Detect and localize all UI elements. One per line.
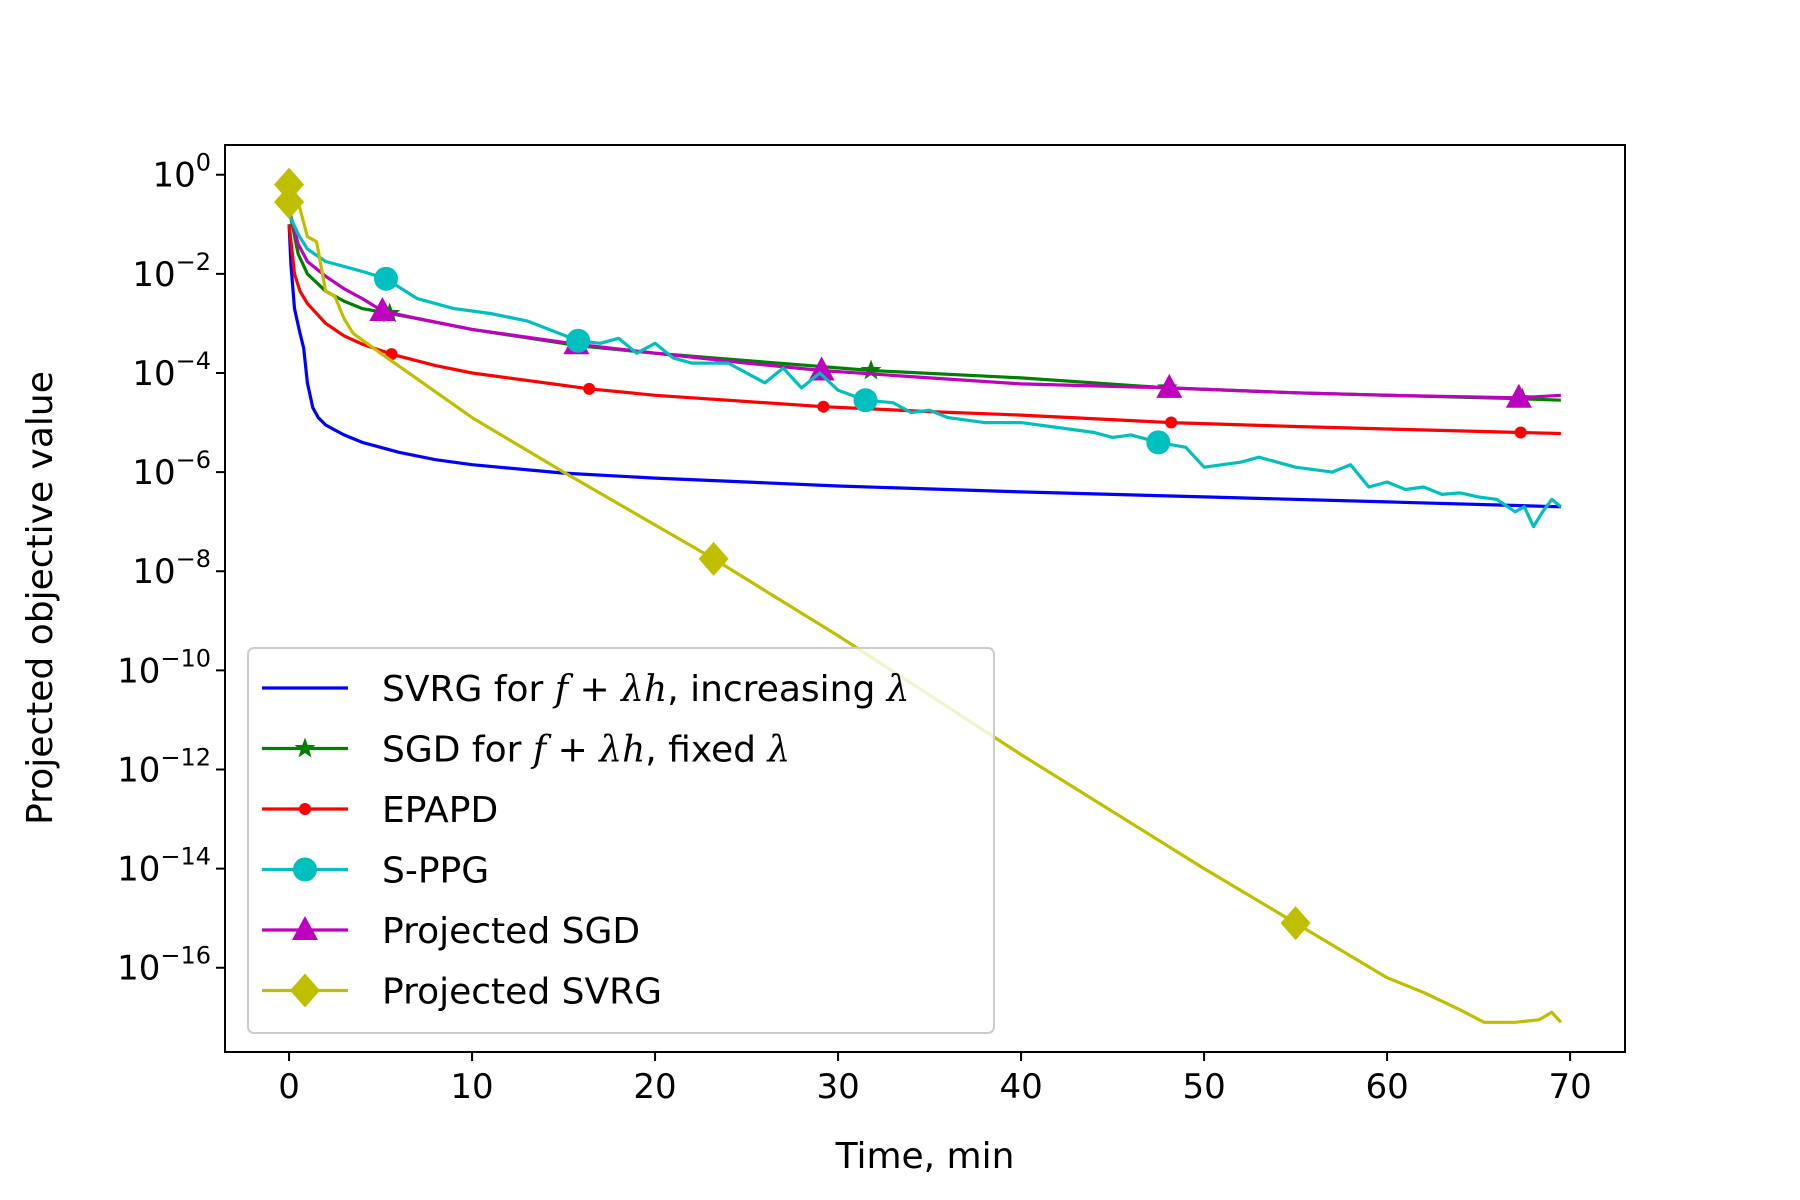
legend-marker — [294, 737, 316, 758]
legend: SVRG for f + λh, increasing λ SGD for f +… — [247, 647, 995, 1034]
y-axis-label: Projected objective value — [20, 371, 61, 825]
data-point — [808, 356, 835, 381]
series-line — [287, 224, 1561, 436]
series-line — [287, 186, 1563, 1024]
legend-marker — [299, 803, 311, 815]
x-tick-label: 20 — [633, 1067, 676, 1107]
data-point — [583, 382, 596, 395]
legend-entry-1: SVRG for f + λh, increasing λ — [262, 669, 910, 710]
data-point — [817, 400, 830, 413]
series-line — [287, 224, 1561, 509]
legend-label: EPAPD — [382, 790, 498, 831]
y-tick-label: 100 — [152, 149, 211, 196]
y-tick-label: 10−8 — [132, 545, 211, 592]
legend-entry-3: EPAPD — [262, 790, 498, 831]
plot-frame — [224, 144, 1626, 1053]
y-tick-label: 10−12 — [117, 743, 211, 790]
legend-entry-6: Projected SVRG — [262, 972, 662, 1013]
x-axis-label: Time, min — [835, 1136, 1015, 1177]
series-line — [287, 208, 1561, 400]
data-point — [853, 388, 878, 413]
y-tick-label: 10−16 — [117, 942, 211, 989]
x-tick-label: 0 — [278, 1067, 300, 1107]
x-tick-label: 40 — [999, 1067, 1042, 1107]
legend-marker — [292, 916, 318, 940]
data-point — [1514, 426, 1527, 439]
x-tick-label: 30 — [816, 1067, 859, 1107]
legend-label: SVRG for f + λh, increasing λ — [382, 669, 910, 710]
y-tick-label: 10−6 — [132, 446, 211, 493]
y-tick-label: 10−14 — [117, 843, 211, 890]
data-point — [698, 541, 729, 576]
legend-marker — [290, 973, 320, 1008]
y-tick-label: 10−2 — [132, 248, 211, 295]
legend-label: Projected SGD — [382, 911, 640, 952]
legend-entry-5: Projected SGD — [262, 911, 640, 952]
y-tick-label: 10−10 — [117, 644, 211, 691]
legend-entry-2: SGD for f + λh, fixed λ — [262, 730, 790, 771]
y-axis-ticks: 100 10−2 10−4 10−6 10−8 10−10 10−12 10−14 10−16 — [117, 149, 225, 989]
data-point — [860, 359, 882, 380]
x-axis-ticks: 0 10 20 30 40 50 60 70 — [278, 1052, 1592, 1107]
data-point — [1505, 383, 1532, 408]
data-point — [1156, 373, 1183, 398]
data-point — [1165, 416, 1178, 429]
data-point — [274, 167, 305, 202]
data-point — [374, 266, 399, 291]
data-point — [1146, 430, 1171, 455]
data-point — [1280, 906, 1311, 941]
x-tick-label: 60 — [1365, 1067, 1408, 1107]
series-3 — [287, 224, 1561, 439]
series-layer — [274, 167, 1563, 1024]
x-tick-label: 50 — [1182, 1067, 1225, 1107]
series-line — [287, 213, 1562, 529]
data-point — [274, 184, 305, 219]
x-tick-label: 10 — [450, 1067, 493, 1107]
series-6 — [274, 167, 1563, 1024]
x-tick-label: 70 — [1548, 1067, 1591, 1107]
series-4 — [287, 213, 1562, 529]
legend-marker — [293, 857, 317, 882]
legend-label: SGD for f + λh, fixed λ — [382, 730, 790, 771]
data-point — [369, 297, 396, 322]
legend-label: Projected SVRG — [382, 972, 662, 1013]
legend-box — [247, 647, 995, 1034]
legend-label: S-PPG — [382, 851, 489, 892]
y-tick-label: 10−4 — [132, 347, 211, 394]
data-point — [566, 328, 591, 353]
series-1 — [287, 224, 1561, 509]
legend-entry-4: S-PPG — [262, 851, 489, 892]
